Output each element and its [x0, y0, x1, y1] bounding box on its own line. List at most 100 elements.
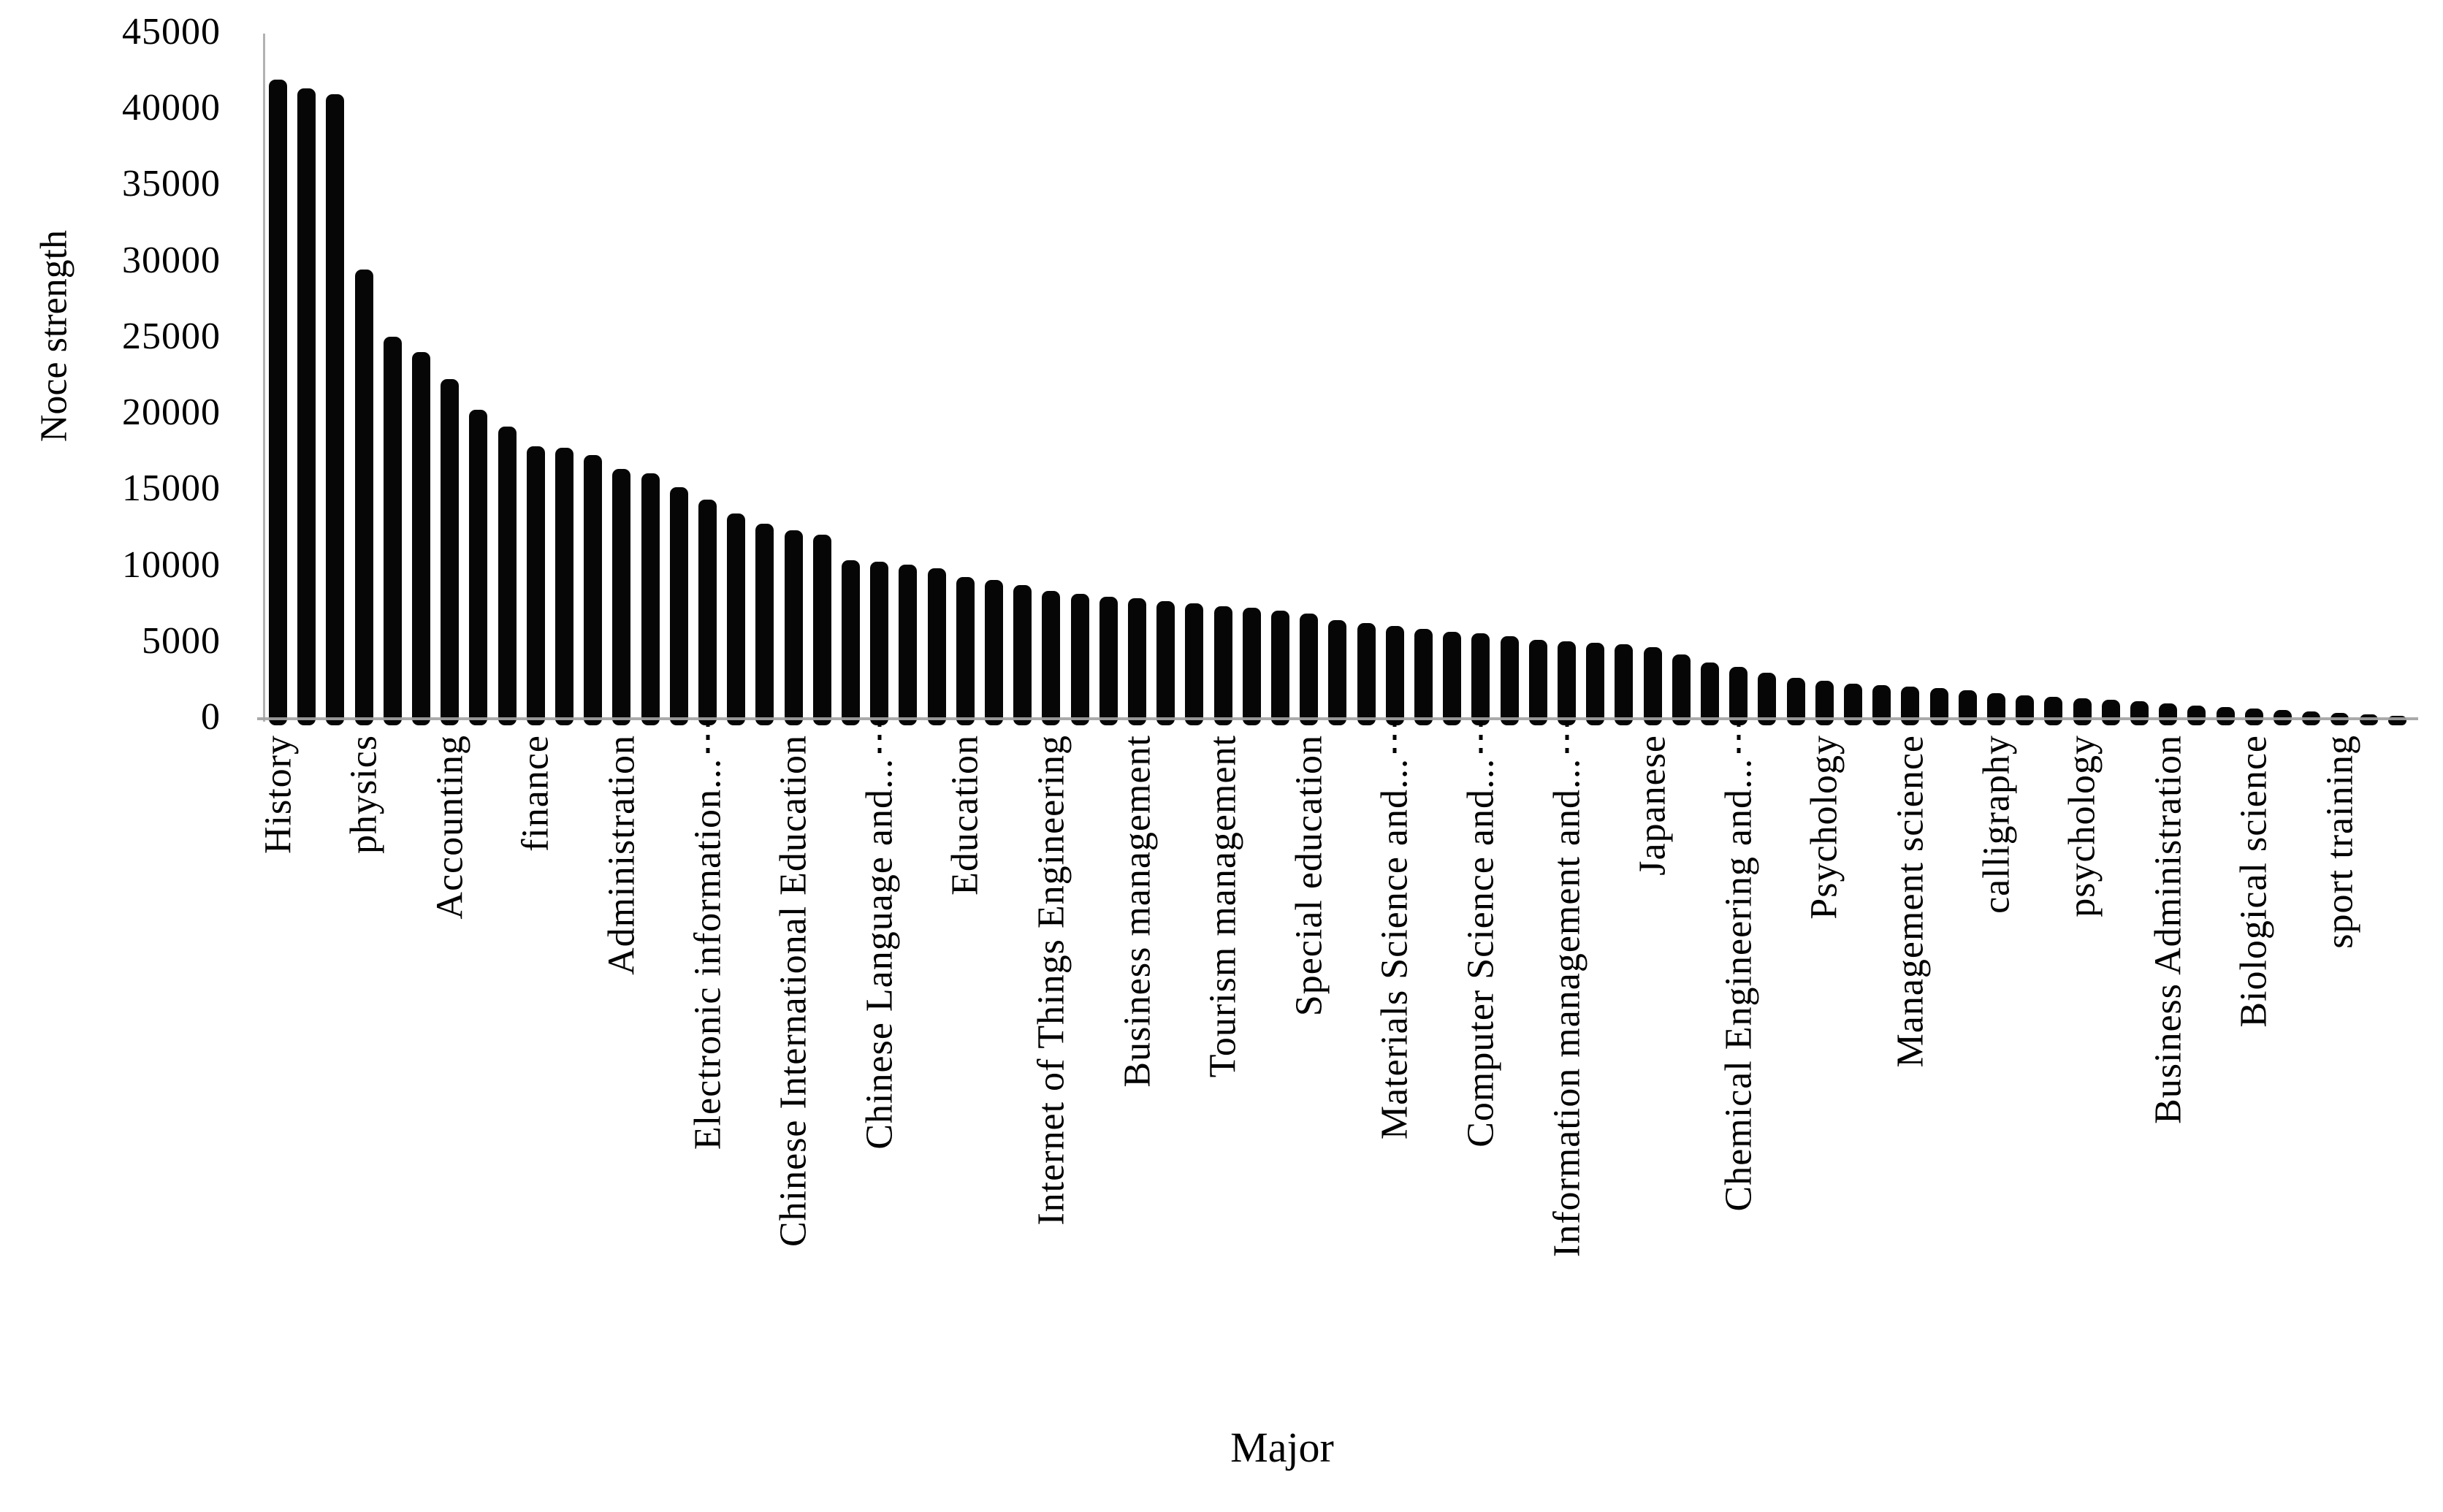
- x-tick-label: Biological science: [2233, 735, 2275, 1028]
- bar: [727, 513, 746, 725]
- bar: [842, 560, 860, 725]
- x-tick-label: Education: [944, 735, 986, 896]
- x-tick-label: Chinese International Education: [772, 735, 815, 1248]
- y-tick-label: 35000: [122, 163, 221, 205]
- bar: [1471, 633, 1490, 725]
- x-tick-label: Administration: [601, 735, 643, 975]
- bar: [1987, 692, 2005, 725]
- x-tick-label: Internet of Things Engineering: [1030, 735, 1072, 1226]
- ellipsis-leader-dots: [877, 722, 882, 755]
- x-tick-label: physics: [343, 735, 385, 854]
- bar: [441, 379, 460, 725]
- bar: [2244, 708, 2263, 725]
- bar: [383, 336, 402, 725]
- y-tick-label: 5000: [142, 619, 221, 662]
- x-tick-label: calligraphy: [1975, 735, 2017, 914]
- bar: [669, 487, 688, 725]
- x-tick-label: Japanese: [1631, 735, 1674, 876]
- ellipsis-leader-dots: [706, 722, 709, 755]
- bar: [1242, 607, 1261, 725]
- bar: [1758, 673, 1777, 725]
- x-tick-label: Special education: [1288, 735, 1330, 1017]
- y-tick-label: 0: [201, 696, 221, 738]
- bar: [469, 409, 488, 725]
- bar: [2216, 706, 2235, 725]
- bar: [1042, 590, 1061, 725]
- bar: [1528, 639, 1547, 725]
- y-tick-label: 30000: [122, 239, 221, 281]
- bar: [1615, 644, 1634, 725]
- bar: [1443, 632, 1462, 725]
- x-tick-label: Psychology: [1803, 735, 1845, 920]
- bar: [612, 469, 631, 725]
- y-tick-label: 40000: [122, 87, 221, 129]
- x-tick-label: Accounting: [429, 735, 471, 920]
- ellipsis-leader-dots: [1565, 722, 1569, 755]
- bar: [2016, 695, 2035, 725]
- bar: [1156, 601, 1175, 725]
- bar: [2044, 696, 2063, 725]
- bar: [985, 580, 1003, 725]
- x-tick-label: Information management and...: [1546, 758, 1588, 1258]
- x-tick-label: psychology: [2061, 735, 2103, 917]
- bar: [1328, 619, 1347, 725]
- bar: [1128, 598, 1146, 725]
- bar: [899, 565, 918, 725]
- bar: [526, 446, 545, 725]
- bar: [1300, 614, 1319, 725]
- bar: [2130, 701, 2149, 725]
- x-tick-label: Management science: [1889, 735, 1932, 1068]
- ellipsis-leader-dots: [1479, 722, 1483, 755]
- bar: [1185, 603, 1204, 725]
- bar: [784, 530, 803, 725]
- bar: [412, 351, 430, 725]
- bar: [1672, 654, 1691, 725]
- x-tick-label: Computer Science and...: [1460, 758, 1502, 1148]
- x-tick-label: Chemical Engineering and...: [1718, 758, 1760, 1212]
- bar: [755, 524, 774, 725]
- bar: [1500, 636, 1519, 725]
- x-tick-label: History: [257, 735, 299, 854]
- bar: [2159, 703, 2178, 725]
- bar: [1099, 597, 1118, 725]
- bar: [2187, 705, 2206, 725]
- bar: [1558, 641, 1576, 725]
- y-axis-line: [263, 34, 265, 722]
- bar: [956, 577, 975, 725]
- x-tick-label: Business Administration: [2147, 735, 2189, 1124]
- x-tick-label: Electronic information...: [687, 758, 728, 1150]
- x-tick-label: Materials Science and...: [1373, 758, 1416, 1140]
- bar: [297, 88, 316, 725]
- bar: [1643, 647, 1662, 725]
- bar: [498, 426, 517, 725]
- y-tick-label: 10000: [122, 543, 221, 586]
- x-tick-label: Business management: [1116, 735, 1158, 1088]
- bar: [326, 94, 345, 725]
- ellipsis-leader-dots: [1737, 722, 1741, 755]
- bar: [1357, 622, 1376, 725]
- y-tick-label: 20000: [122, 392, 221, 434]
- bar: [1586, 642, 1605, 725]
- bar: [870, 562, 889, 725]
- ellipsis-leader-dots: [1392, 722, 1397, 755]
- x-tick-label: Tourism management: [1202, 735, 1244, 1078]
- bar: [698, 499, 717, 725]
- x-axis-line: [257, 717, 2418, 720]
- bar: [812, 534, 831, 725]
- x-axis-title: Major: [1230, 1424, 1334, 1471]
- bar: [2073, 698, 2092, 725]
- bar: [927, 568, 946, 725]
- y-tick-label: 25000: [122, 316, 221, 358]
- bar: [641, 473, 660, 725]
- bar: [2101, 699, 2120, 725]
- x-tick-label: finance: [514, 735, 557, 852]
- x-tick-label: Chinese Language and...: [858, 758, 901, 1150]
- x-tick-label: sport training: [2319, 735, 2361, 949]
- bar: [555, 447, 573, 725]
- y-tick-label: 15000: [122, 467, 221, 510]
- y-tick-label: 45000: [122, 11, 221, 53]
- bar: [1013, 584, 1032, 725]
- bar: [1729, 667, 1748, 725]
- bar: [1213, 606, 1232, 725]
